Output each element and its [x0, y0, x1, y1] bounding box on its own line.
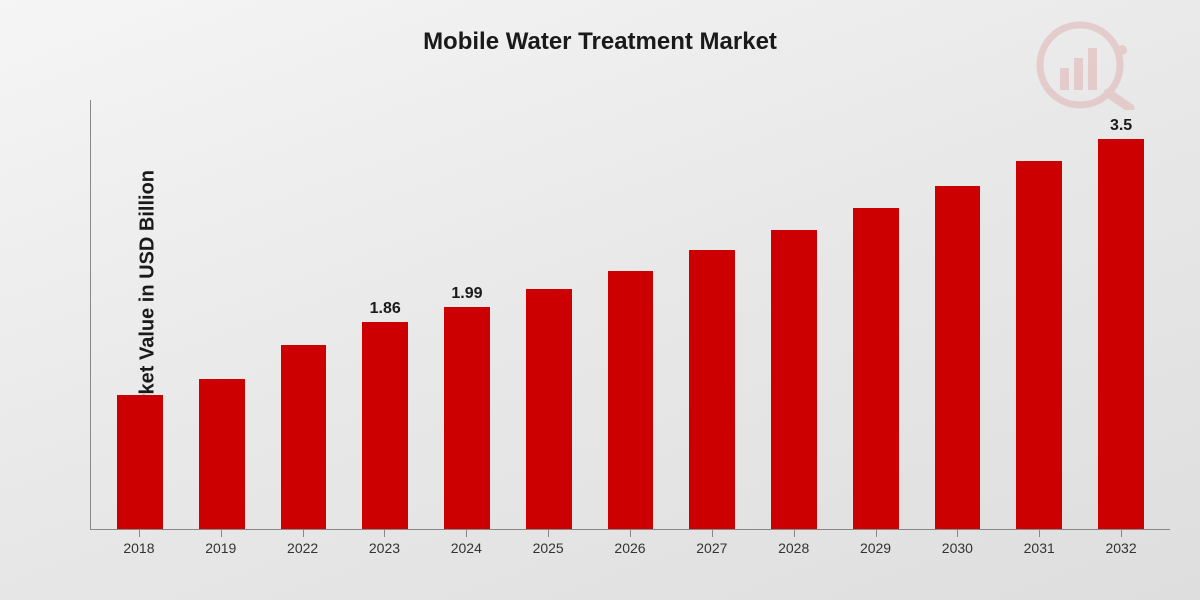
x-axis: 2018201920222023202420252026202720282029…: [90, 530, 1170, 570]
x-tick: [548, 530, 549, 537]
x-category: 2024: [425, 530, 507, 570]
bar: [1098, 139, 1144, 529]
bar: [689, 250, 735, 529]
x-category: 2029: [835, 530, 917, 570]
bar-slot: [671, 100, 753, 529]
bar-slot: [263, 100, 345, 529]
chart-title: Mobile Water Treatment Market: [0, 28, 1200, 56]
watermark-logo-icon: [1030, 20, 1140, 110]
x-category: 2022: [262, 530, 344, 570]
plot-area: 1.86 1.99 3.5: [90, 100, 1170, 530]
bar-slot: [998, 100, 1080, 529]
bar: [444, 307, 490, 529]
x-tick: [712, 530, 713, 537]
x-tick: [630, 530, 631, 537]
bar: [362, 322, 408, 529]
x-category: 2025: [507, 530, 589, 570]
x-tick: [1039, 530, 1040, 537]
x-category: 2026: [589, 530, 671, 570]
bar: [526, 289, 572, 529]
x-tick: [1121, 530, 1122, 537]
bar-value-label: 1.86: [370, 300, 401, 318]
x-category: 2019: [180, 530, 262, 570]
x-tick: [466, 530, 467, 537]
x-category: 2023: [344, 530, 426, 570]
bar-slot: [508, 100, 590, 529]
bar: [199, 379, 245, 529]
x-tick: [384, 530, 385, 537]
x-tick: [794, 530, 795, 537]
bar-slot: [99, 100, 181, 529]
bar-slot: 1.99: [426, 100, 508, 529]
x-category: 2031: [998, 530, 1080, 570]
bar: [608, 271, 654, 530]
x-category: 2032: [1080, 530, 1162, 570]
bar-value-label: 1.99: [451, 285, 482, 303]
x-category: 2018: [98, 530, 180, 570]
x-tick: [139, 530, 140, 537]
bar: [853, 208, 899, 529]
bar-value-label: 3.5: [1110, 117, 1132, 135]
x-category: 2028: [753, 530, 835, 570]
x-tick: [876, 530, 877, 537]
x-category: 2027: [671, 530, 753, 570]
bar-slot: 3.5: [1080, 100, 1162, 529]
bar-slot: [590, 100, 672, 529]
bar: [117, 395, 163, 529]
x-tick: [221, 530, 222, 537]
bar: [1016, 161, 1062, 529]
x-tick: [957, 530, 958, 537]
bar-slot: [917, 100, 999, 529]
bar-slot: 1.86: [344, 100, 426, 529]
bar: [281, 345, 327, 529]
bars-container: 1.86 1.99 3.5: [91, 100, 1170, 529]
bar: [771, 230, 817, 529]
bar: [935, 186, 981, 529]
x-category: 2030: [916, 530, 998, 570]
x-tick: [303, 530, 304, 537]
bar-slot: [753, 100, 835, 529]
bar-slot: [181, 100, 263, 529]
bar-slot: [835, 100, 917, 529]
